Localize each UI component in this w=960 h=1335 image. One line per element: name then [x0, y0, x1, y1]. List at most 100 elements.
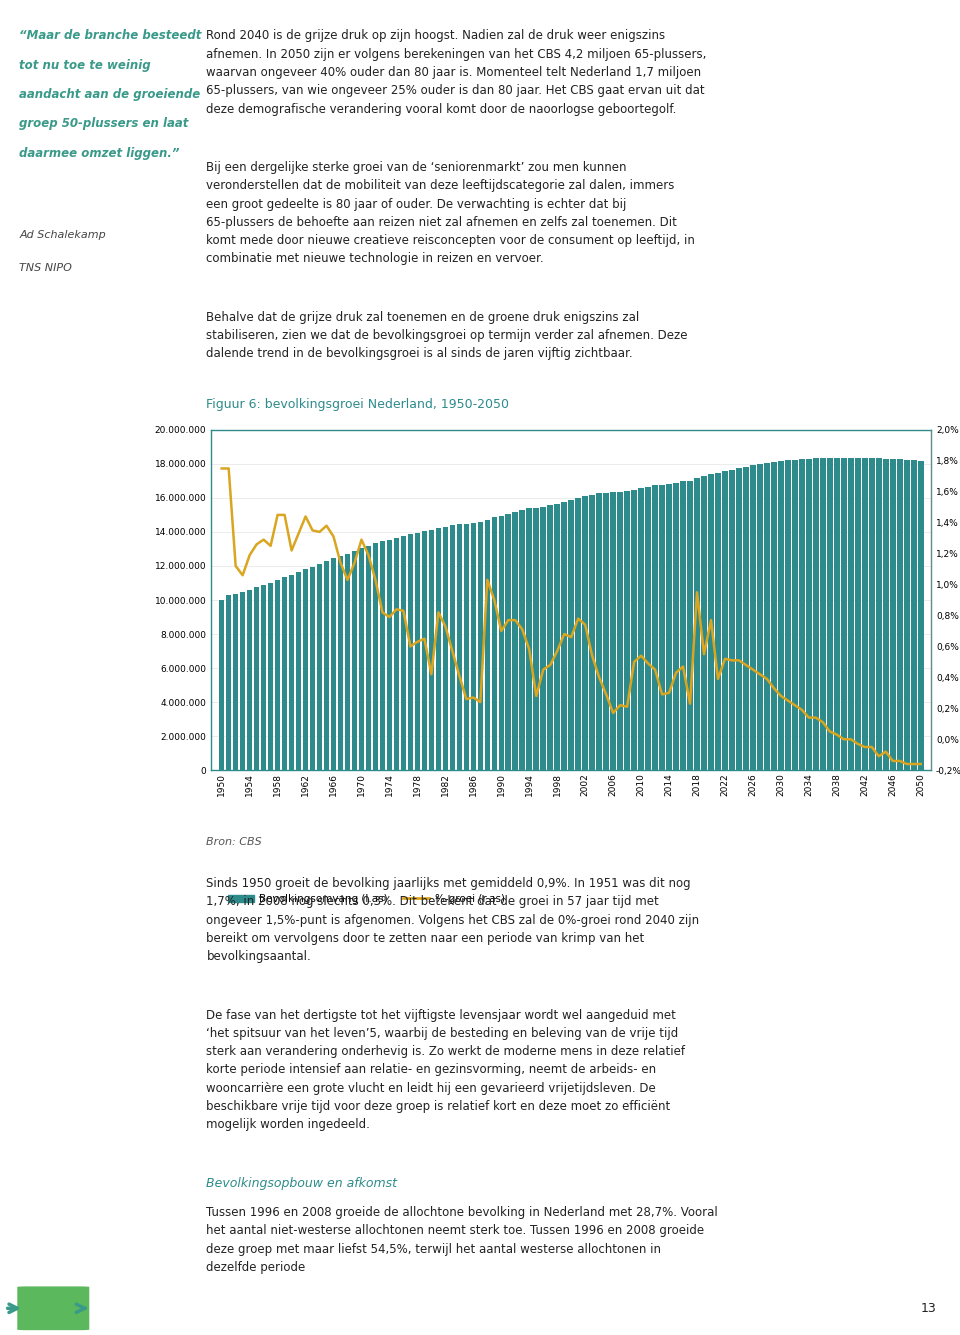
Bar [708, 474, 714, 770]
Bar [310, 566, 315, 770]
Bar [492, 518, 497, 770]
Bar [379, 542, 385, 770]
Bar [764, 463, 770, 770]
Bar [911, 461, 917, 770]
Text: Tussen 1996 en 2008 groeide de allochtone bevolking in Nederland met 28,7%. Voor: Tussen 1996 en 2008 groeide de allochton… [206, 1206, 718, 1219]
Bar [338, 555, 344, 770]
Text: waarvan ongeveer 40% ouder dan 80 jaar is. Momenteel telt Nederland 1,7 miljoen: waarvan ongeveer 40% ouder dan 80 jaar i… [206, 65, 702, 79]
Bar [876, 458, 881, 770]
Bar [771, 462, 777, 770]
Text: bevolkingsaantal.: bevolkingsaantal. [206, 951, 311, 964]
Bar [464, 523, 469, 770]
Bar [834, 458, 840, 770]
Text: Figuur 6: bevolkingsgroei Nederland, 1950-2050: Figuur 6: bevolkingsgroei Nederland, 195… [206, 398, 510, 411]
Bar [534, 507, 540, 770]
Text: sterk aan verandering onderhevig is. Zo werkt de moderne mens in deze relatief: sterk aan verandering onderhevig is. Zo … [206, 1045, 685, 1059]
Bar [589, 494, 595, 770]
Bar [359, 549, 364, 770]
Bar [296, 573, 301, 770]
Bar [660, 485, 665, 770]
Bar [694, 478, 700, 770]
Bar [261, 585, 267, 770]
Text: 1,7%, in 2008 nog slechts 0,3%. Dit betekent dat de groei in 57 jaar tijd met: 1,7%, in 2008 nog slechts 0,3%. Dit bete… [206, 896, 660, 908]
Bar [722, 471, 728, 770]
Bar [785, 461, 791, 770]
Bar [883, 458, 889, 770]
Bar [736, 469, 742, 770]
Bar [540, 506, 546, 770]
Bar [750, 466, 756, 770]
Bar [562, 502, 567, 770]
Bar [506, 514, 511, 770]
Text: Sinds 1950 groeit de bevolking jaarlijks met gemiddeld 0,9%. In 1951 was dit nog: Sinds 1950 groeit de bevolking jaarlijks… [206, 877, 691, 890]
Bar [799, 459, 804, 770]
Bar [575, 498, 581, 770]
Bar [247, 590, 252, 770]
Bar [449, 525, 455, 770]
Text: Bron: CBS: Bron: CBS [206, 837, 262, 846]
Bar [904, 461, 909, 770]
Bar [681, 481, 685, 770]
Bar [757, 465, 763, 770]
Bar [820, 458, 826, 770]
Bar [841, 458, 847, 770]
Bar [547, 505, 553, 770]
Bar [457, 525, 462, 770]
Text: ‘het spitsuur van het leven’5, waarbij de besteding en beleving van de vrije tij: ‘het spitsuur van het leven’5, waarbij d… [206, 1027, 679, 1040]
Bar [806, 458, 811, 770]
Bar [526, 509, 532, 770]
Bar [513, 511, 518, 770]
Bar [792, 459, 798, 770]
Bar [289, 574, 295, 770]
Bar [848, 458, 853, 770]
Legend: Bevolkingsomvang (l.as), %-groei (r.as): Bevolkingsomvang (l.as), %-groei (r.as) [224, 889, 509, 908]
Text: De fase van het dertigste tot het vijftigste levensjaar wordt wel aangeduid met: De fase van het dertigste tot het vijfti… [206, 1008, 676, 1021]
Bar [400, 535, 406, 770]
Bar [611, 493, 616, 770]
Text: wooncarrière een grote vlucht en leidt hij een gevarieerd vrijetijdsleven. De: wooncarrière een grote vlucht en leidt h… [206, 1081, 656, 1095]
Text: beschikbare vrije tijd voor deze groep is relatief kort en deze moet zo efficiën: beschikbare vrije tijd voor deze groep i… [206, 1100, 671, 1113]
Bar [638, 489, 644, 770]
Bar [687, 481, 693, 770]
FancyBboxPatch shape [17, 1287, 89, 1330]
Bar [603, 493, 609, 770]
Text: 13: 13 [921, 1302, 936, 1315]
Bar [428, 530, 434, 770]
Text: tot nu toe te weinig: tot nu toe te weinig [19, 59, 151, 72]
Text: aandacht aan de groeiende: aandacht aan de groeiende [19, 88, 201, 101]
Text: Bevolkingsopbouw en afkomst: Bevolkingsopbouw en afkomst [206, 1176, 397, 1189]
Bar [632, 490, 636, 770]
Bar [568, 501, 574, 770]
Bar [240, 591, 246, 770]
Bar [779, 461, 783, 770]
Bar [219, 599, 225, 770]
Bar [828, 458, 832, 770]
Text: Bij een dergelijke sterke groei van de ‘seniorenmarkt’ zou men kunnen: Bij een dergelijke sterke groei van de ‘… [206, 162, 627, 174]
Bar [324, 561, 329, 770]
Text: dalende trend in de bevolkingsgroei is al sinds de jaren vijftig zichtbaar.: dalende trend in de bevolkingsgroei is a… [206, 347, 633, 360]
Bar [415, 533, 420, 770]
Bar [485, 519, 491, 770]
Text: deze demografische verandering vooral komt door de naoorlogse geboortegolf.: deze demografische verandering vooral ko… [206, 103, 677, 116]
Bar [282, 577, 287, 770]
Bar [673, 482, 679, 770]
Text: TNS NIPO: TNS NIPO [19, 263, 72, 272]
Text: 65-plussers de behoefte aan reizen niet zal afnemen en zelfs zal toenemen. Dit: 65-plussers de behoefte aan reizen niet … [206, 216, 677, 228]
Bar [701, 477, 707, 770]
Bar [302, 569, 308, 770]
Bar [226, 595, 231, 770]
Text: “Maar de branche besteedt: “Maar de branche besteedt [19, 29, 202, 43]
Bar [519, 510, 525, 770]
Bar [331, 558, 336, 770]
Text: ongeveer 1,5%-punt is afgenomen. Volgens het CBS zal de 0%-groei rond 2040 zijn: ongeveer 1,5%-punt is afgenomen. Volgens… [206, 913, 700, 926]
Text: Rond 2040 is de grijze druk op zijn hoogst. Nadien zal de druk weer enigszins: Rond 2040 is de grijze druk op zijn hoog… [206, 29, 665, 43]
Bar [470, 523, 476, 770]
Bar [897, 459, 902, 770]
Bar [890, 459, 896, 770]
Text: komt mede door nieuwe creatieve reisconcepten voor de consument op leeftijd, in: komt mede door nieuwe creatieve reisconc… [206, 234, 695, 247]
Bar [366, 546, 372, 770]
Bar [743, 467, 749, 770]
Text: afnemen. In 2050 zijn er volgens berekeningen van het CBS 4,2 miljoen 65-plusser: afnemen. In 2050 zijn er volgens bereken… [206, 48, 707, 60]
Bar [918, 461, 924, 770]
Bar [498, 515, 504, 770]
